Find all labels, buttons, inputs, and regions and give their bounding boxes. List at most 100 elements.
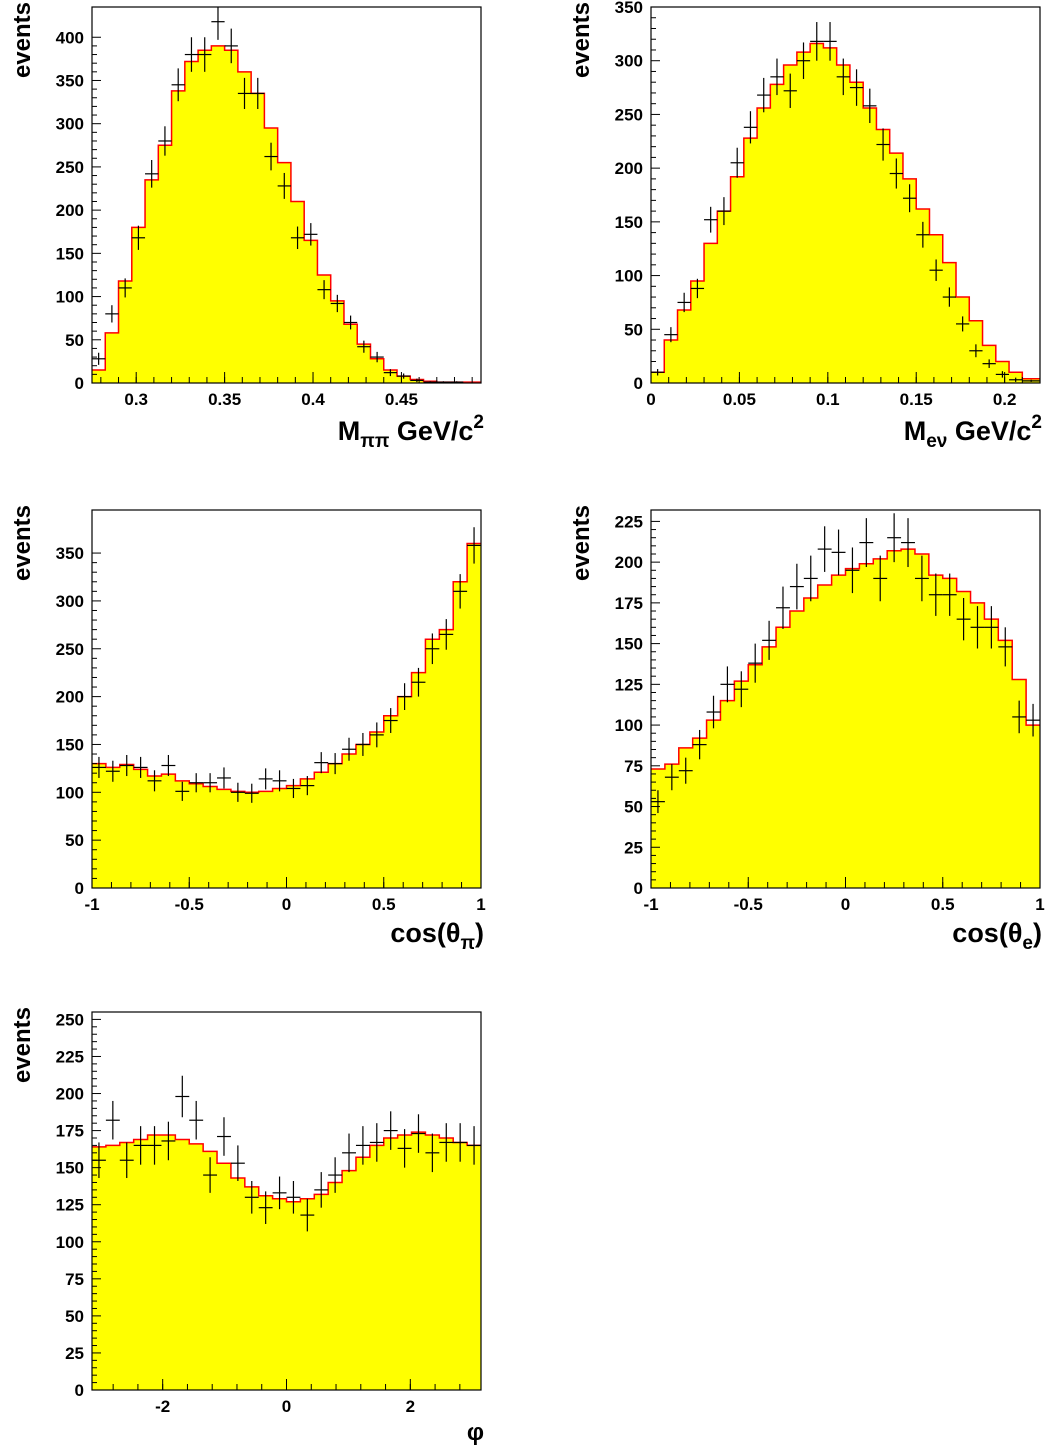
x-axis-label: Mππ GeV/c2 [338, 412, 484, 452]
histogram-m-enu: 0 50 100 150 200 250 300 350 0 0.05 0.1 0.15 0.2 even… [568, 0, 1042, 452]
data-point [171, 68, 185, 102]
data-point [105, 760, 120, 782]
data-point [889, 158, 903, 189]
data-point [970, 606, 985, 649]
data-point [105, 305, 119, 323]
data-point [217, 767, 231, 789]
data-point [224, 28, 238, 64]
data-point [789, 563, 804, 610]
data-point [467, 1126, 481, 1165]
data-point [770, 58, 784, 96]
data-point [330, 294, 344, 313]
y-tick-label: 225 [56, 1047, 84, 1066]
y-tick-label: 350 [56, 544, 84, 563]
data-point [133, 1126, 148, 1165]
y-tick-label: 200 [56, 688, 84, 707]
mc-histogram-fill [651, 549, 1040, 888]
data-point [664, 764, 679, 791]
data-point [1012, 700, 1027, 734]
data-point [277, 172, 291, 199]
data-point [914, 555, 929, 602]
data-point [678, 757, 693, 784]
data-point [1026, 703, 1040, 737]
y-tick-label: 0 [75, 374, 84, 393]
data-point [845, 547, 860, 594]
data-point [873, 555, 888, 602]
data-point [92, 352, 106, 365]
y-tick-label: 250 [56, 1010, 84, 1029]
data-point [161, 754, 176, 777]
data-point [743, 111, 758, 144]
data-point [198, 37, 212, 72]
data-point [706, 695, 721, 729]
data-point [704, 206, 718, 233]
x-tick-label: 0 [646, 390, 655, 409]
data-point [956, 316, 970, 332]
data-point [929, 259, 943, 281]
data-point [230, 782, 245, 802]
y-tick-label: 350 [615, 0, 643, 17]
data-point [175, 1075, 190, 1118]
data-point [928, 573, 943, 616]
data-point [734, 671, 749, 708]
x-axis-label: Meν GeV/c2 [904, 412, 1042, 452]
data-point [677, 292, 691, 313]
x-tick-label: 0.2 [993, 390, 1017, 409]
mc-histogram-fill [92, 543, 481, 888]
histogram-cos-theta-pi: 0 50 100 150 200 250 300 350 -1 -0.5 0 0.5 1 events co… [9, 505, 486, 954]
data-point [411, 667, 426, 697]
y-tick-label: 0 [634, 374, 643, 393]
data-point [355, 732, 370, 756]
data-point [776, 586, 790, 629]
y-tick-label: 25 [65, 1344, 84, 1363]
y-tick-label: 200 [56, 1085, 84, 1104]
data-point [425, 633, 440, 665]
data-point [133, 756, 148, 778]
data-point [342, 1133, 356, 1173]
y-tick-label: 100 [615, 716, 643, 735]
x-tick-label: -1 [84, 895, 99, 914]
y-tick-label: 175 [615, 594, 643, 613]
data-point [203, 1157, 218, 1193]
y-tick-label: 125 [56, 1196, 84, 1215]
y-tick-label: 200 [615, 553, 643, 572]
x-axis-label: cos(θπ) [390, 918, 484, 954]
y-tick-label: 250 [615, 105, 643, 124]
data-point [161, 1121, 176, 1161]
data-point [720, 666, 735, 703]
data-point [810, 22, 824, 61]
data-point [796, 42, 811, 79]
y-tick-label: 250 [56, 640, 84, 659]
data-point [453, 1123, 468, 1162]
data-point [831, 529, 846, 576]
data-point [290, 226, 305, 250]
y-tick-label: 50 [65, 331, 84, 350]
data-point [370, 351, 384, 363]
data-point [244, 1180, 259, 1214]
x-tick-label: 0 [841, 895, 850, 914]
data-point [956, 597, 971, 641]
data-point [328, 1157, 343, 1193]
y-tick-label: 0 [75, 1381, 84, 1400]
data-point [92, 756, 106, 778]
y-axis-label: events [568, 505, 595, 581]
x-tick-label: 0.35 [208, 390, 241, 409]
data-point [119, 754, 134, 777]
data-point [717, 197, 731, 226]
y-tick-label: 100 [56, 783, 84, 802]
y-tick-label: 0 [75, 879, 84, 898]
y-tick-label: 50 [65, 831, 84, 850]
data-point [984, 606, 999, 649]
mc-histogram-outline [92, 1131, 481, 1203]
data-point [887, 513, 902, 563]
y-tick-label: 150 [615, 213, 643, 232]
data-point [439, 619, 454, 650]
y-axis-label: events [9, 2, 36, 78]
data-point [314, 752, 329, 774]
data-point [369, 722, 384, 748]
histogram-phi: 0 25 50 75 100 125 150 175 200 225 250 -2 0 2 events φ [9, 1007, 484, 1446]
data-point [328, 753, 343, 775]
y-tick-label: 25 [624, 838, 643, 857]
data-point [849, 69, 864, 106]
